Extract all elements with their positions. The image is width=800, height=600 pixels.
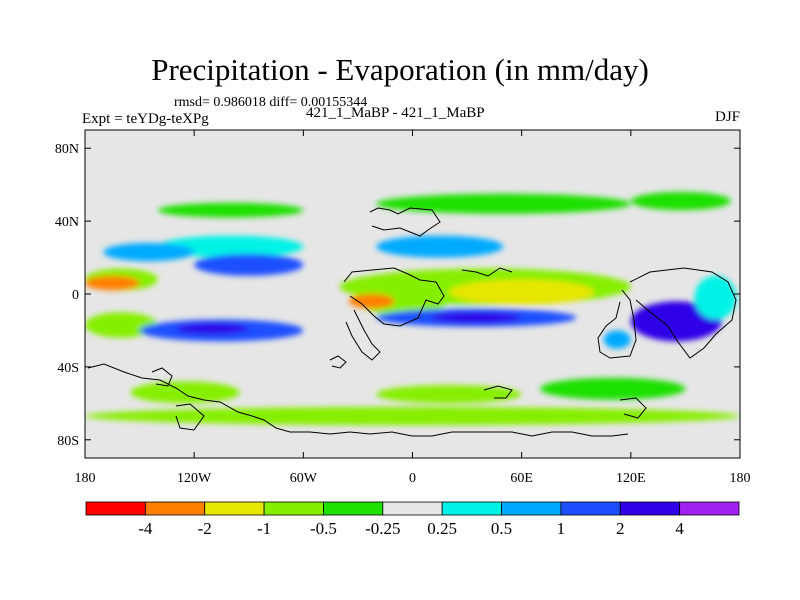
field-region-25	[694, 275, 737, 320]
x-tick-label-2: 60W	[290, 471, 318, 486]
colorbar-swatch-6	[441, 501, 502, 516]
colorbar-label-0: -4	[138, 519, 153, 538]
colorbar: -4 -2 -1 -0.5 -0.25 0.25 0.5 1 2 4	[85, 501, 740, 538]
y-tick-label-4: 80S	[57, 434, 79, 449]
field-region-19	[175, 323, 249, 335]
field-region-2	[376, 385, 522, 404]
chart-subtitle: rmsd= 0.986018 diff= 0.00155344	[174, 95, 368, 110]
x-tick-label-3: 0	[409, 471, 416, 486]
colorbar-swatch-7	[501, 501, 562, 516]
field-region-4	[157, 202, 304, 218]
colorbar-swatch-10	[679, 501, 740, 516]
colorbar-swatch-3	[263, 501, 324, 516]
colorbar-swatch-1	[144, 501, 206, 516]
colorbar-swatch-9	[619, 501, 681, 516]
field-region-5	[376, 193, 631, 214]
colorbar-swatch-5	[382, 501, 443, 516]
period-label: 421_1_MaBP - 421_1_MaBP	[306, 105, 485, 121]
colorbar-label-3: -0.5	[310, 519, 337, 538]
colorbar-label-7: 1	[557, 519, 566, 538]
colorbar-label-5: 0.25	[427, 519, 457, 538]
field-region-17	[376, 235, 504, 258]
plot-area	[85, 130, 740, 458]
colorbar-swatch-2	[204, 501, 265, 516]
field-region-16	[194, 253, 304, 276]
y-tick-label-2: 0	[72, 288, 79, 303]
chart-title: Precipitation - Evaporation (in mm/day)	[151, 52, 649, 87]
colorbar-label-4: -0.25	[365, 519, 400, 538]
x-axis: 180 120W 60W 0 60E 120E 180	[75, 130, 751, 486]
field-region-11	[448, 279, 595, 305]
colorbar-swatch-8	[560, 501, 621, 516]
coastlines	[87, 207, 737, 437]
x-tick-label-5: 120E	[616, 471, 646, 486]
field-region-3	[539, 377, 686, 400]
colorbar-swatch-4	[323, 501, 384, 516]
field-region-15	[103, 242, 195, 262]
field-region-0	[85, 406, 740, 426]
colorbar-label-8: 2	[616, 519, 625, 538]
x-tick-label-6: 180	[730, 471, 751, 486]
colorbar-label-6: 0.5	[491, 519, 512, 538]
y-axis: 80N 40N 0 40S 80S	[55, 142, 740, 449]
colorbar-label-2: -1	[257, 519, 271, 538]
field-region-1	[130, 381, 240, 404]
field-regions	[85, 191, 740, 426]
field-region-21	[430, 312, 522, 324]
x-tick-label-0: 180	[75, 471, 96, 486]
y-tick-label-0: 80N	[55, 142, 79, 157]
y-tick-label-3: 40S	[57, 361, 79, 376]
y-tick-label-1: 40N	[55, 215, 79, 230]
field-region-13	[348, 294, 395, 309]
field-region-6	[630, 191, 731, 211]
colorbar-swatch-0	[85, 501, 146, 516]
season-label: DJF	[714, 109, 740, 125]
field-region-12	[85, 275, 140, 291]
field-region-23	[649, 312, 704, 335]
field-region-24	[603, 330, 631, 349]
experiment-label: Expt = teYDg-teXPg	[82, 111, 209, 127]
colorbar-label-9: 4	[675, 519, 684, 538]
colorbar-label-1: -2	[198, 519, 212, 538]
field-region-7	[85, 312, 158, 338]
x-tick-label-4: 60E	[510, 471, 533, 486]
x-tick-label-1: 120W	[177, 471, 212, 486]
